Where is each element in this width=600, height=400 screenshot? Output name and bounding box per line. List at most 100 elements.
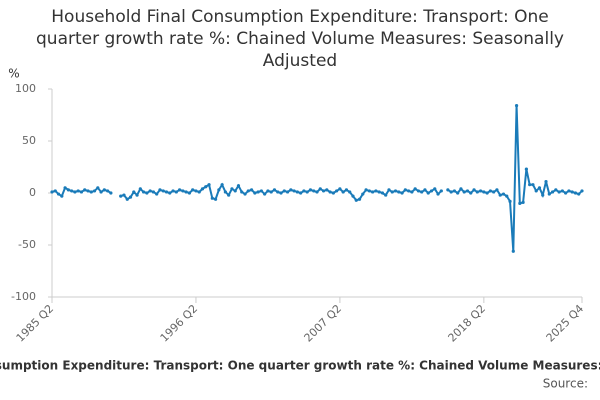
point <box>295 190 299 194</box>
point <box>537 186 542 190</box>
point <box>547 192 551 196</box>
point <box>580 189 584 193</box>
point <box>66 188 70 192</box>
point <box>534 189 538 193</box>
point <box>276 190 280 194</box>
point <box>413 187 417 191</box>
point <box>429 189 434 193</box>
point <box>505 194 509 198</box>
y-tick-label: 100 <box>15 82 36 95</box>
point <box>207 183 211 187</box>
point <box>56 192 61 196</box>
point <box>452 189 457 193</box>
point <box>289 188 293 192</box>
point <box>70 189 74 193</box>
point <box>456 191 460 195</box>
point <box>459 187 463 191</box>
point <box>220 183 224 187</box>
point <box>462 190 466 194</box>
point <box>446 188 450 192</box>
x-tick-label: 2025 Q4 <box>544 302 587 345</box>
point <box>400 191 404 195</box>
point <box>233 189 237 193</box>
point <box>191 188 195 192</box>
y-tick-label: -100 <box>11 290 36 303</box>
x-tick-label: 1985 Q2 <box>14 302 57 345</box>
point <box>567 189 571 193</box>
point <box>89 190 93 194</box>
point <box>436 192 440 196</box>
point <box>354 198 358 202</box>
point <box>145 191 149 195</box>
point <box>106 189 110 193</box>
point <box>164 190 169 194</box>
point <box>528 183 532 187</box>
point <box>302 189 306 193</box>
point <box>514 104 519 108</box>
point <box>223 190 227 194</box>
point <box>420 190 424 194</box>
point <box>243 192 247 196</box>
point <box>341 190 345 194</box>
point <box>210 196 214 200</box>
point <box>325 188 329 192</box>
point <box>554 188 558 192</box>
point <box>465 189 470 193</box>
point <box>518 201 522 205</box>
point <box>227 193 231 197</box>
x-axis-label: Household Final Consumption Expenditure:… <box>0 359 600 373</box>
point <box>361 192 365 196</box>
point <box>433 187 437 191</box>
point <box>187 191 192 195</box>
point <box>249 188 254 192</box>
point <box>86 189 90 193</box>
point <box>390 190 394 194</box>
point <box>60 194 64 198</box>
point <box>557 190 561 194</box>
point <box>96 186 100 190</box>
point <box>371 190 375 194</box>
point <box>564 191 568 195</box>
x-tick-label: 2007 Q2 <box>302 302 345 345</box>
point <box>53 189 57 193</box>
point <box>83 188 87 192</box>
y-axis-label: % <box>8 67 19 81</box>
point <box>357 197 362 201</box>
point <box>285 190 290 194</box>
point <box>282 189 286 193</box>
y-tick-label: -50 <box>18 238 36 251</box>
point <box>508 199 512 203</box>
point <box>122 193 126 197</box>
point <box>315 190 319 194</box>
point <box>299 191 303 195</box>
point <box>197 190 201 194</box>
point <box>177 188 182 192</box>
point <box>76 189 80 193</box>
point <box>240 190 244 194</box>
point <box>550 190 555 194</box>
point <box>200 187 205 191</box>
x-tick-label: 1996 Q2 <box>158 302 201 345</box>
point <box>331 191 335 195</box>
point <box>498 193 502 197</box>
point <box>171 189 175 193</box>
point <box>135 193 139 197</box>
point <box>482 190 486 194</box>
point <box>217 188 221 192</box>
point <box>308 188 313 192</box>
point <box>472 188 476 192</box>
point <box>272 188 277 192</box>
point <box>259 189 263 193</box>
point <box>367 189 371 193</box>
point <box>328 190 332 194</box>
point <box>348 190 352 194</box>
point <box>151 190 156 194</box>
point <box>155 192 159 196</box>
point <box>426 191 430 195</box>
point <box>387 188 391 192</box>
point <box>524 167 528 171</box>
point <box>407 189 411 193</box>
point <box>253 191 257 195</box>
point <box>73 190 77 194</box>
